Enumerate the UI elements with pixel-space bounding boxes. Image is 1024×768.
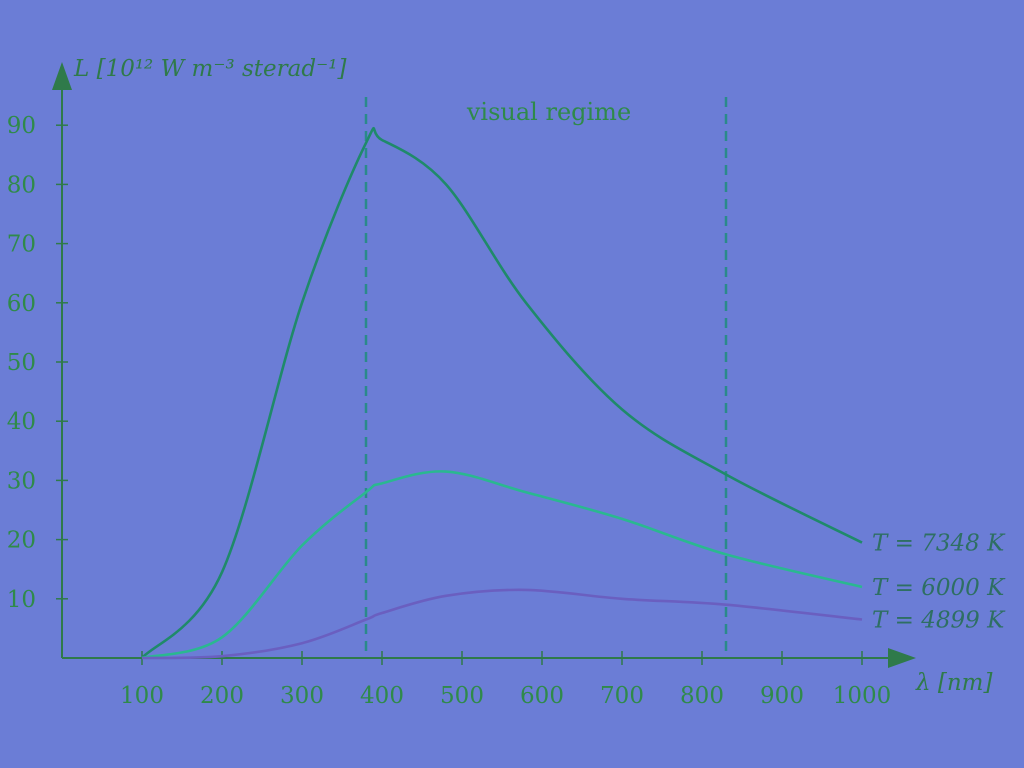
series-line-0 (141, 126, 863, 659)
series-label-1: T = 6000 K (872, 575, 1006, 601)
x-tick-label-200: 200 (200, 683, 244, 709)
y-tick-label-20: 20 (7, 528, 36, 554)
visual-regime-annotation: visual regime (466, 98, 631, 126)
x-tick-label-100: 100 (120, 683, 164, 709)
x-tick-label-600: 600 (520, 683, 564, 709)
series-label-2: T = 4899 K (872, 608, 1006, 634)
y-tick-label-10: 10 (7, 587, 36, 613)
x-tick-label-700: 700 (600, 683, 644, 709)
series-label-0: T = 7348 K (872, 531, 1006, 557)
x-tick-label-500: 500 (440, 683, 484, 709)
x-tick-label-1000: 1000 (833, 683, 892, 709)
x-axis-label: λ [nm] (915, 670, 992, 696)
x-tick-label-900: 900 (760, 683, 804, 709)
y-tick-label-40: 40 (7, 409, 36, 435)
y-tick-label-50: 50 (7, 350, 36, 376)
y-tick-label-30: 30 (7, 468, 36, 494)
y-tick-label-70: 70 (7, 232, 36, 258)
y-axis-label: L [10¹² W m⁻³ sterad⁻¹] (73, 56, 346, 82)
x-tick-label-300: 300 (280, 683, 324, 709)
series-line-2 (141, 588, 863, 660)
y-tick-label-80: 80 (7, 172, 36, 198)
series-line-1 (141, 470, 863, 660)
x-tick-label-400: 400 (360, 683, 404, 709)
y-tick-label-90: 90 (7, 113, 36, 139)
x-tick-label-800: 800 (680, 683, 724, 709)
y-tick-label-60: 60 (7, 291, 36, 317)
